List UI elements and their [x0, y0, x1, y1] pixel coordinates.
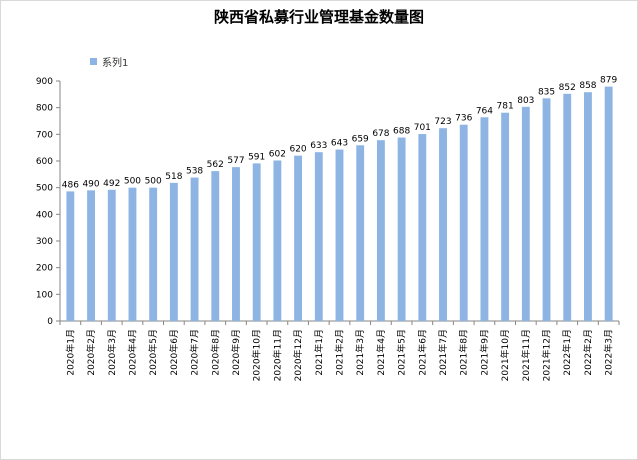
data-label: 858 [579, 81, 596, 91]
data-label: 492 [103, 179, 120, 189]
data-label: 490 [82, 179, 99, 189]
bar [604, 86, 613, 321]
x-tick-label: 2020年5月 [147, 329, 159, 376]
data-label: 723 [434, 117, 451, 127]
bar [439, 128, 447, 321]
bar [584, 92, 592, 321]
bar [418, 134, 427, 321]
data-label: 678 [372, 129, 389, 139]
y-tick-label: 0 [47, 317, 53, 327]
data-label: 736 [455, 114, 472, 124]
data-label: 781 [497, 102, 514, 112]
y-tick-label: 500 [36, 184, 53, 194]
x-tick-label: 2020年3月 [106, 329, 118, 376]
data-label: 879 [600, 76, 617, 86]
data-label: 486 [62, 180, 79, 190]
bar [87, 190, 95, 321]
data-label: 852 [559, 83, 576, 93]
x-tick-label: 2020年4月 [126, 329, 138, 376]
x-tick-label: 2020年6月 [168, 329, 180, 376]
x-tick-label: 2020年9月 [230, 329, 242, 376]
bar [397, 137, 406, 321]
data-label: 602 [269, 149, 286, 159]
x-tick-label: 2021年12月 [541, 329, 553, 381]
bar [66, 191, 75, 321]
x-tick-label: 2021年3月 [354, 329, 366, 376]
x-tick-label: 2022年2月 [582, 329, 594, 376]
y-tick-label: 300 [36, 237, 53, 247]
bar [521, 106, 530, 321]
data-label: 562 [207, 160, 224, 170]
y-tick-label: 100 [36, 290, 53, 300]
data-label: 688 [393, 127, 410, 137]
data-label: 500 [124, 177, 141, 187]
data-label: 577 [227, 156, 244, 166]
data-label: 538 [186, 167, 203, 177]
data-label: 620 [289, 145, 306, 155]
bar [190, 177, 199, 321]
data-label: 633 [310, 141, 327, 151]
chart-title: 陕西省私募行业管理基金数量图 [213, 8, 424, 26]
x-tick-label: 2020年12月 [292, 329, 304, 381]
y-tick-label: 400 [36, 210, 53, 220]
x-tick-label: 2021年4月 [375, 329, 387, 376]
bar [356, 145, 365, 321]
bar [211, 171, 220, 321]
data-label: 701 [414, 123, 431, 133]
x-tick-label: 2021年6月 [416, 329, 428, 376]
data-label: 764 [476, 106, 493, 116]
bar [107, 189, 116, 321]
data-label: 835 [538, 87, 555, 97]
data-label: 518 [165, 172, 182, 182]
x-tick-label: 2021年2月 [334, 329, 346, 376]
x-tick-label: 2021年9月 [478, 329, 490, 376]
bar [501, 112, 510, 321]
bar [314, 152, 323, 321]
bar [542, 98, 551, 321]
x-tick-label: 2021年7月 [437, 329, 449, 376]
bar [232, 167, 240, 321]
x-tick-label: 2020年8月 [209, 329, 221, 376]
bar [480, 117, 489, 322]
x-tick-label: 2021年11月 [520, 329, 532, 381]
legend-swatch [90, 58, 97, 65]
x-tick-label: 2020年2月 [85, 329, 97, 376]
bar [376, 140, 385, 321]
x-tick-label: 2020年7月 [189, 329, 201, 376]
data-label: 500 [145, 177, 162, 187]
y-tick-label: 600 [36, 157, 53, 167]
bar [273, 160, 282, 321]
bar [252, 163, 261, 321]
bar [294, 155, 303, 321]
x-tick-label: 2022年1月 [561, 329, 573, 376]
x-tick-label: 2021年8月 [458, 329, 470, 376]
bar [149, 187, 158, 321]
bar [169, 182, 178, 321]
y-tick-label: 200 [36, 264, 53, 274]
data-label: 591 [248, 152, 265, 162]
bar [563, 93, 572, 321]
x-tick-label: 2022年3月 [603, 329, 615, 376]
data-label: 643 [331, 139, 348, 149]
x-tick-label: 2020年11月 [271, 329, 283, 381]
x-tick-label: 2020年1月 [64, 329, 76, 376]
y-tick-label: 800 [36, 104, 53, 114]
legend-label: 系列1 [102, 58, 129, 69]
y-tick-label: 900 [36, 77, 53, 87]
x-tick-label: 2021年1月 [313, 329, 325, 376]
bar [459, 124, 468, 321]
x-tick-label: 2021年5月 [396, 329, 408, 376]
bar [128, 187, 137, 321]
chart-legend: 系列1 [90, 54, 128, 69]
y-tick-label: 700 [36, 130, 53, 140]
x-tick-label: 2020年10月 [251, 329, 263, 381]
x-tick-label: 2021年10月 [499, 329, 511, 381]
data-label: 659 [352, 134, 369, 144]
data-label: 803 [517, 96, 534, 106]
bar [335, 149, 344, 321]
